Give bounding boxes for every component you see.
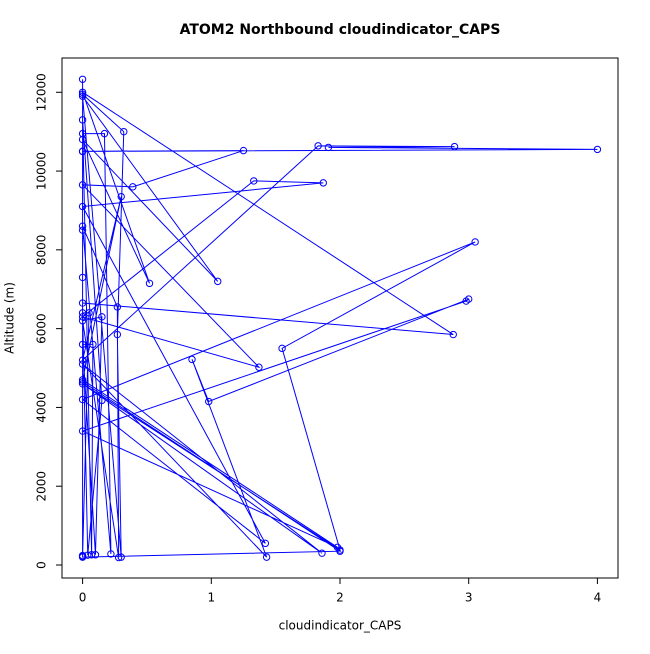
data-point [85,309,93,317]
data-point [78,92,87,100]
data-point [78,116,87,124]
y-tick-label: 6000 [35,313,49,344]
data-point [113,303,122,311]
data-point [84,551,92,559]
data-point [78,90,87,98]
data-point [89,340,97,349]
data-point [100,129,109,138]
data-point [250,177,258,185]
data-point [239,146,248,155]
y-tick-label: 4000 [35,392,49,423]
data-point [78,378,87,386]
data-point [278,344,286,353]
data-point [450,142,459,151]
data-point [188,355,196,364]
data-point [471,238,479,246]
data-point [78,222,87,230]
data-point [107,550,115,558]
data-point [98,396,106,405]
series-line [81,79,598,558]
x-tick-label: 3 [465,591,473,605]
data-point [78,427,87,435]
data-point [78,88,87,96]
data-point [78,313,87,321]
y-tick-label: 12000 [35,73,49,111]
data-point [117,553,125,561]
x-axis-label: cloudindicator_CAPS [279,619,402,633]
data-point [129,183,137,191]
data-point [78,553,87,561]
data-point [78,129,87,138]
x-tick-label: 2 [336,591,344,605]
data-point [78,317,87,325]
data-point [593,145,602,154]
y-axis-label: Altitude (m) [3,282,17,354]
data-point [120,127,128,136]
data-point [78,340,87,349]
data-point [98,313,106,321]
data-point [117,192,125,201]
data-point [78,299,87,307]
data-point [319,179,327,187]
data-point [78,147,87,156]
data-point [214,277,222,286]
data-point [78,75,87,83]
data-point [78,226,87,234]
data-point [255,363,263,371]
data-point [78,360,87,368]
y-tick-label: 2000 [35,471,49,502]
x-tick-label: 1 [207,591,215,605]
data-point [78,380,87,388]
data-point [78,356,87,364]
data-point [87,551,96,559]
data-point [262,553,271,561]
x-tick-label: 0 [79,591,87,605]
data-point [78,273,87,282]
y-tick-label: 10000 [35,152,49,190]
data-point [78,376,87,384]
data-point [78,395,87,404]
data-point [205,397,213,406]
data-point [78,202,87,211]
data-point [91,551,100,559]
data-point [336,547,344,555]
data-point [314,142,322,150]
data-point [261,539,270,548]
data-point [114,553,123,562]
data-point [324,143,333,152]
data-point [465,295,473,303]
data-point [318,549,326,557]
y-tick-label: 0 [35,561,49,569]
x-tick-label: 4 [594,591,602,605]
chart-title: ATOM2 Northbound cloudindicator_CAPS [180,22,501,38]
data-point [449,330,457,339]
y-tick-label: 8000 [35,235,49,266]
data-point [113,330,122,339]
data-point [78,181,87,189]
data-point [145,279,154,288]
